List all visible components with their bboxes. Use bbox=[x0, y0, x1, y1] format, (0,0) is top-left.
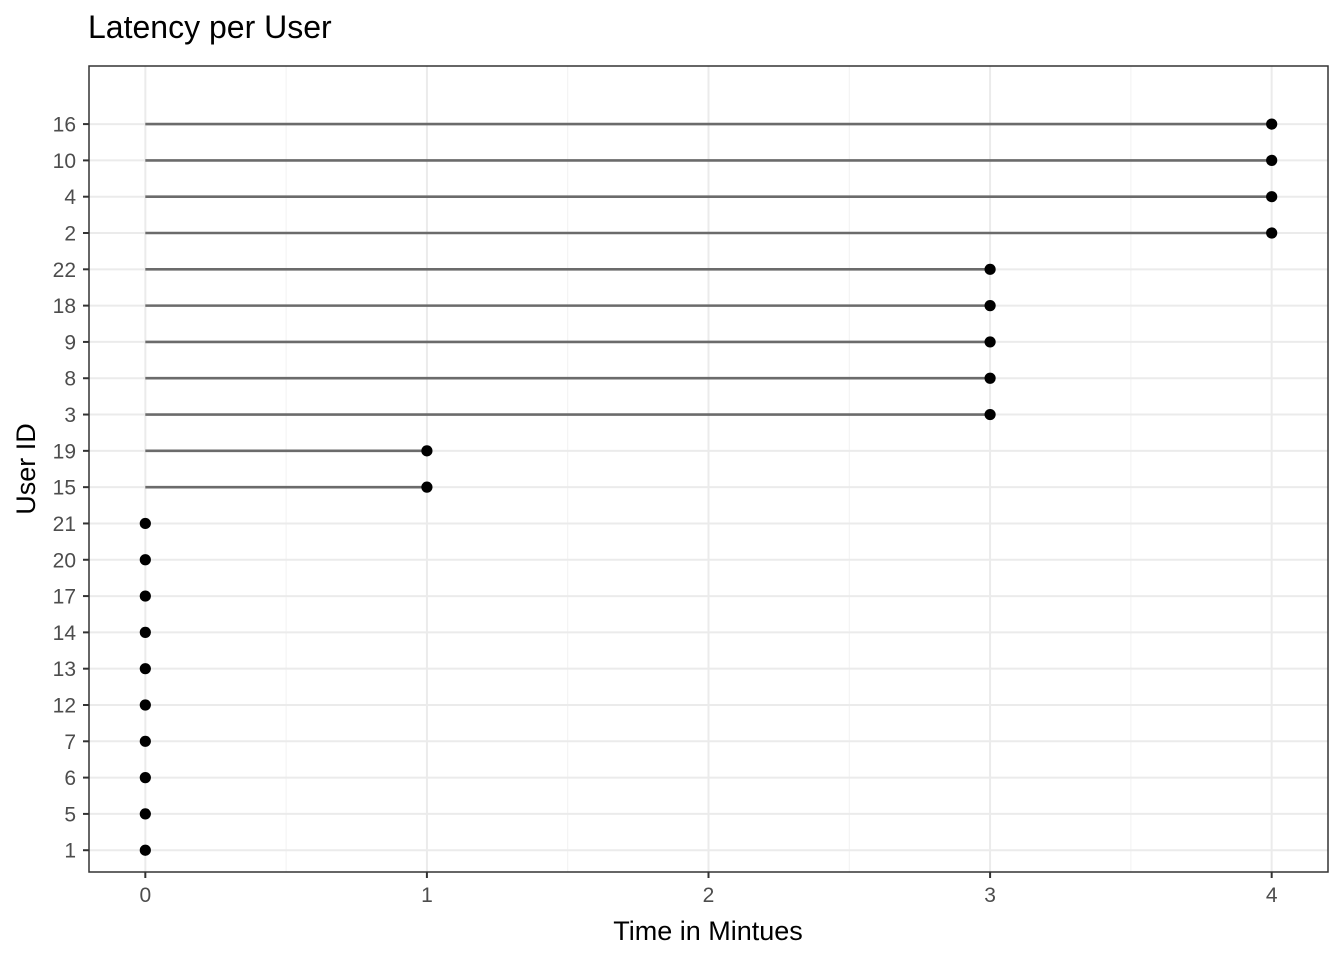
lollipop-point-user-1 bbox=[139, 844, 151, 856]
y-tick-label-10: 10 bbox=[53, 150, 76, 173]
lollipop-point-user-22 bbox=[984, 263, 996, 275]
y-tick-label-2: 2 bbox=[64, 223, 76, 246]
lollipop-point-user-17 bbox=[139, 590, 151, 602]
y-tick-label-13: 13 bbox=[53, 658, 76, 681]
y-tick-label-22: 22 bbox=[53, 259, 76, 282]
lollipop-point-user-8 bbox=[984, 372, 996, 384]
lollipop-point-user-20 bbox=[139, 554, 151, 566]
lollipop-point-user-19 bbox=[421, 445, 433, 457]
x-tick-label-0: 0 bbox=[139, 884, 151, 907]
lollipop-point-user-3 bbox=[984, 408, 996, 421]
lollipop-point-user-5 bbox=[139, 808, 151, 820]
y-tick-label-4: 4 bbox=[64, 186, 76, 209]
x-axis-title: Time in Mintues bbox=[613, 916, 803, 946]
lollipop-point-user-14 bbox=[139, 626, 151, 638]
y-tick-label-7: 7 bbox=[64, 731, 76, 754]
lollipop-point-user-12 bbox=[139, 699, 151, 711]
y-tick-label-15: 15 bbox=[53, 477, 76, 500]
lollipop-point-user-6 bbox=[139, 772, 151, 784]
x-tick-label-3: 3 bbox=[984, 884, 996, 907]
x-tick-label-2: 2 bbox=[703, 884, 715, 907]
y-tick-label-19: 19 bbox=[53, 440, 76, 463]
y-tick-label-5: 5 bbox=[64, 803, 76, 826]
x-tick-label-4: 4 bbox=[1266, 884, 1278, 907]
y-tick-label-1: 1 bbox=[64, 840, 76, 863]
y-tick-label-16: 16 bbox=[53, 114, 76, 137]
y-tick-label-17: 17 bbox=[53, 586, 76, 609]
lollipop-point-user-21 bbox=[139, 517, 151, 530]
lollipop-point-user-16 bbox=[1266, 118, 1278, 130]
y-tick-label-9: 9 bbox=[64, 331, 76, 354]
y-tick-label-14: 14 bbox=[53, 622, 77, 645]
y-tick-label-3: 3 bbox=[64, 404, 76, 427]
chart-title: Latency per User bbox=[88, 9, 332, 45]
lollipop-point-user-9 bbox=[984, 336, 996, 348]
lollipop-point-user-13 bbox=[139, 663, 151, 675]
y-tick-label-6: 6 bbox=[64, 767, 76, 790]
lollipop-point-user-15 bbox=[421, 481, 433, 493]
y-tick-label-8: 8 bbox=[64, 368, 76, 391]
y-axis-title: User ID bbox=[11, 423, 41, 515]
x-tick-label-1: 1 bbox=[421, 884, 433, 907]
lollipop-point-user-10 bbox=[1266, 154, 1278, 166]
y-tick-label-18: 18 bbox=[53, 295, 76, 318]
y-tick-label-12: 12 bbox=[53, 694, 76, 717]
lollipop-point-user-7 bbox=[139, 735, 151, 747]
y-tick-label-21: 21 bbox=[53, 513, 76, 536]
lollipop-point-user-2 bbox=[1266, 227, 1278, 239]
y-tick-label-20: 20 bbox=[53, 549, 76, 572]
lollipop-point-user-18 bbox=[984, 300, 996, 312]
lollipop-point-user-4 bbox=[1266, 191, 1278, 203]
